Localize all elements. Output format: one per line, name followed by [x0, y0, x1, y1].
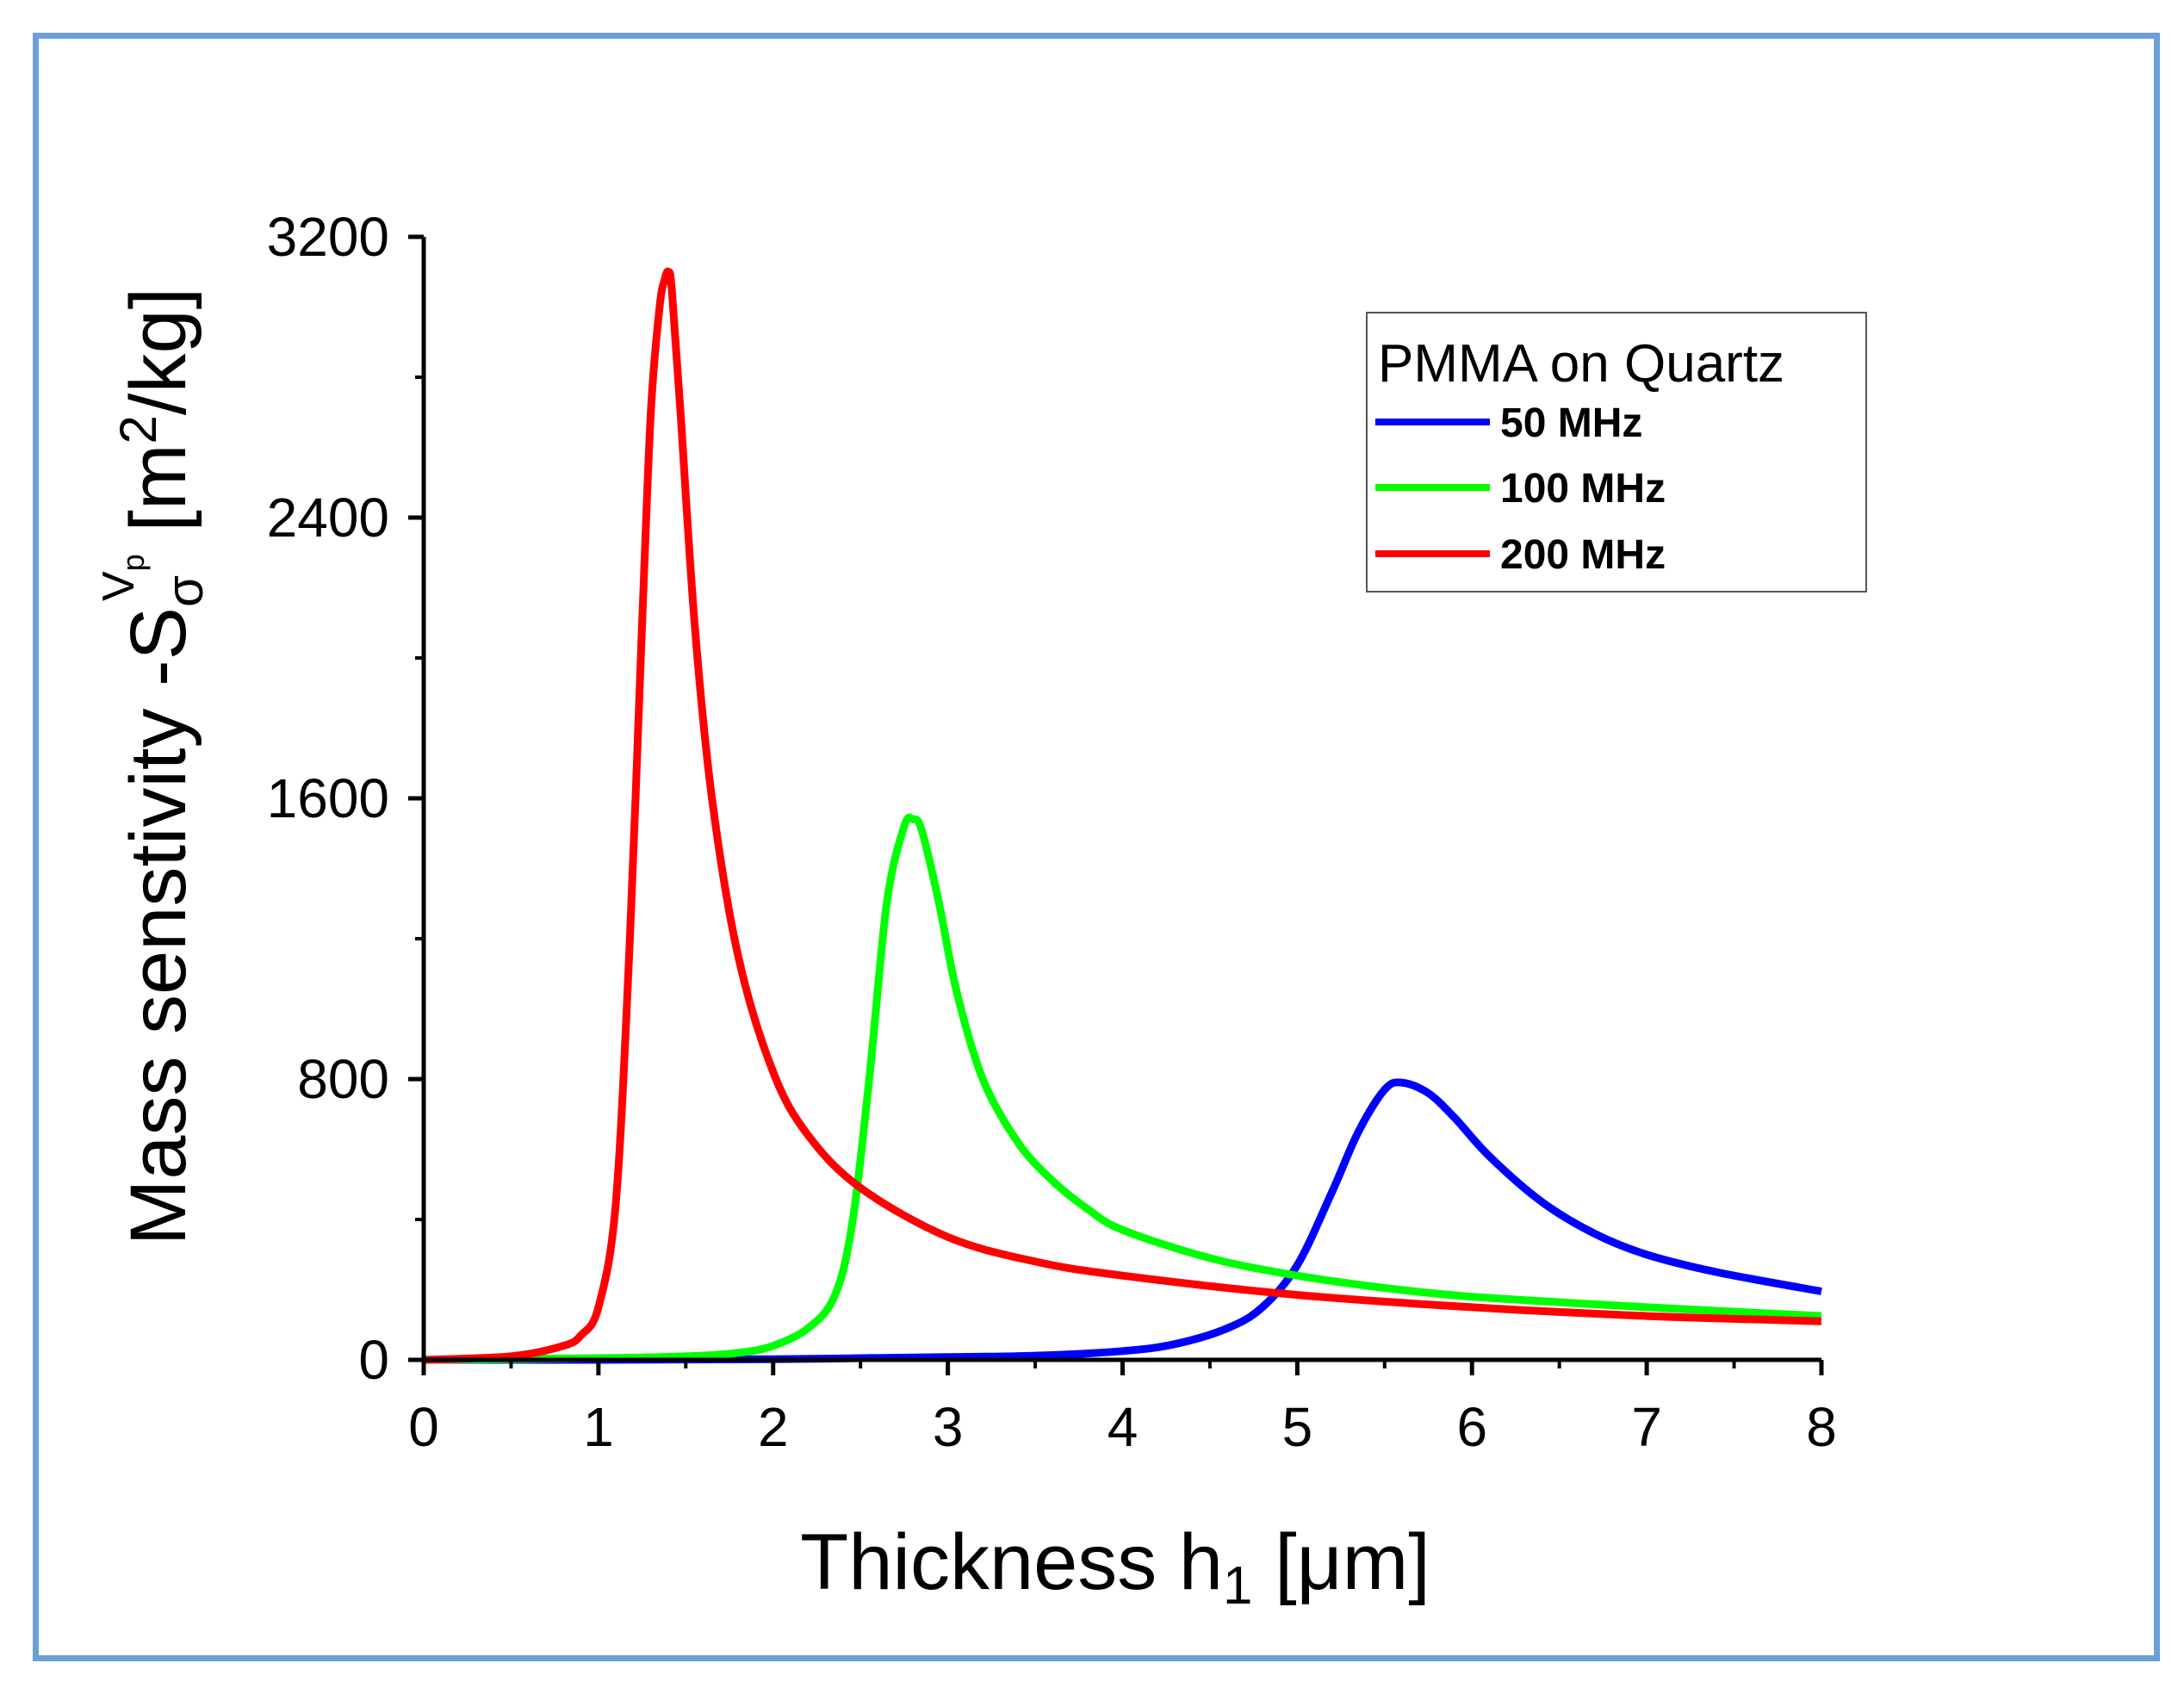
- x-title-sub: 1: [1223, 1556, 1252, 1616]
- tick-layer: 0 1 2 3 4 5 6 7 8 0 800 1600 2400 3200: [267, 206, 1837, 1458]
- figure-frame: 0 1 2 3 4 5 6 7 8 0 800 1600 2400 3200 Thickness h1 […: [33, 33, 2160, 1661]
- legend-label-100mhz: 100 MHz: [1500, 466, 1666, 512]
- y-tick-label: 1600: [267, 767, 389, 829]
- x-tick-label: 5: [1282, 1396, 1313, 1458]
- x-tick-label: 4: [1108, 1396, 1139, 1458]
- x-tick-label: 3: [933, 1396, 964, 1458]
- y-title-unit-sup: 2: [109, 415, 167, 444]
- y-tick-label: 800: [297, 1048, 389, 1110]
- x-title-main: Thickness h: [800, 1518, 1223, 1606]
- legend-label-200mhz: 200 MHz: [1500, 532, 1666, 578]
- y-axis-title: Mass senstivity -SσVp [m2/kg]: [94, 288, 214, 1245]
- x-tick-label: 1: [583, 1396, 614, 1458]
- y-tick-label: 2400: [267, 487, 389, 549]
- x-tick-label: 2: [758, 1396, 789, 1458]
- x-axis-title: Thickness h1 [μm]: [800, 1518, 1430, 1616]
- x-tick-label: 7: [1631, 1396, 1662, 1458]
- x-tick-label: 6: [1456, 1396, 1487, 1458]
- y-title-sup-v: V: [94, 571, 144, 601]
- y-title-unit-close: /kg]: [115, 288, 202, 415]
- x-tick-label: 8: [1806, 1396, 1837, 1458]
- y-title-sup-p: p: [115, 554, 151, 571]
- legend-label-50mhz: 50 MHz: [1500, 400, 1642, 446]
- y-tick-label: 0: [358, 1329, 389, 1391]
- legend-box: [1366, 312, 1867, 593]
- y-title-prefix: Mass senstivity -S: [115, 607, 202, 1245]
- legend: PMMA on Quartz 50 MHz 100 MHz 200 MHz: [1366, 312, 1867, 593]
- x-tick-label: 0: [408, 1396, 439, 1458]
- y-tick-label: 3200: [267, 206, 389, 268]
- y-title-unit-open: [m: [115, 444, 202, 554]
- series-200mhz-line: [423, 267, 1822, 1364]
- legend-title: PMMA on Quartz: [1378, 334, 1784, 394]
- x-title-unit: [μm]: [1253, 1518, 1430, 1606]
- series-100mhz-line: [423, 813, 1822, 1364]
- y-title-sub: σ: [156, 575, 214, 607]
